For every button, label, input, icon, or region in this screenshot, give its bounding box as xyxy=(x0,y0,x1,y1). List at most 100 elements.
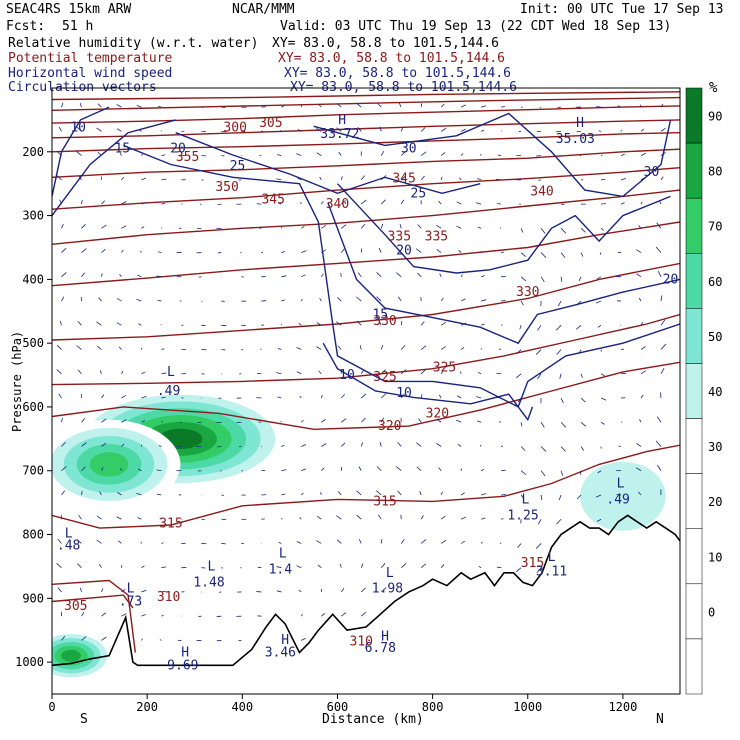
vector-arrow-596 xyxy=(621,154,625,155)
extremum-label-5: .49 xyxy=(157,384,180,399)
vector-arrow-331 xyxy=(341,443,345,447)
vector-arrow-263 xyxy=(278,397,282,398)
vector-arrow-50 xyxy=(101,201,104,204)
vector-arrow-284 xyxy=(300,396,302,398)
vector-arrow-47 xyxy=(96,128,101,131)
vector-arrow-262 xyxy=(276,373,281,374)
theta-label-4: 345 xyxy=(261,193,284,208)
vector-arrow-277 xyxy=(301,226,304,228)
vector-arrow-539 xyxy=(536,543,541,548)
x-tick-label-2: 400 xyxy=(231,700,253,714)
vector-arrow-624 xyxy=(640,419,641,422)
vector-arrow-313 xyxy=(316,541,321,544)
vector-arrow-411 xyxy=(421,321,424,325)
y-tick-label-6: 800 xyxy=(22,528,44,542)
right-end-label: N xyxy=(656,712,664,727)
vector-arrow-460 xyxy=(461,541,465,543)
vector-arrow-392 xyxy=(401,345,405,349)
vector-arrow-267 xyxy=(281,494,285,495)
vector-arrow-407 xyxy=(418,225,422,229)
vector-arrow-458 xyxy=(461,493,465,495)
vector-arrow-27 xyxy=(81,200,82,204)
y-tick-label-2: 400 xyxy=(22,272,44,286)
vector-arrow-276 xyxy=(301,202,302,204)
vector-arrow-334 xyxy=(336,516,341,520)
vector-arrow-536 xyxy=(541,471,545,476)
vector-arrow-476 xyxy=(481,469,484,470)
vector-arrow-507 xyxy=(521,253,526,257)
vector-arrow-259 xyxy=(281,300,284,301)
vector-arrow-613 xyxy=(641,153,646,155)
vector-arrow-299 xyxy=(321,201,323,204)
vector-arrow-6 xyxy=(62,248,67,252)
x-tick-label-1: 200 xyxy=(136,700,158,714)
vector-arrow-379 xyxy=(381,539,382,543)
theta-label-9: 335 xyxy=(425,230,448,245)
vector-arrow-42 xyxy=(77,564,81,568)
vector-arrow-475 xyxy=(480,445,481,446)
wind-label-1: 15 xyxy=(115,142,131,157)
vector-arrow-444 xyxy=(461,153,463,155)
vector-arrow-452 xyxy=(461,347,464,349)
vector-arrow-371 xyxy=(381,345,383,349)
y-tick-label-4: 600 xyxy=(22,400,44,414)
vector-arrow-462 xyxy=(481,130,484,131)
vector-arrow-553 xyxy=(561,398,563,403)
vector-arrow-512 xyxy=(516,374,521,378)
vector-arrow-551 xyxy=(557,350,561,355)
vector-arrow-621 xyxy=(641,346,646,349)
vector-arrow-485 xyxy=(497,204,501,205)
theta-contour-325-4 xyxy=(52,315,680,385)
vector-arrow-506 xyxy=(521,228,523,232)
vector-arrow-264 xyxy=(281,421,282,422)
vector-arrow-69 xyxy=(117,105,122,108)
vector-arrow-10 xyxy=(57,345,61,349)
vector-arrow-282 xyxy=(296,348,301,350)
vector-arrow-515 xyxy=(521,446,525,450)
vector-arrow-380 xyxy=(381,563,385,567)
vector-arrow-454 xyxy=(457,396,461,398)
vector-arrow-316 xyxy=(321,613,325,616)
vector-arrow-527 xyxy=(541,253,546,258)
theta-label-0: 300 xyxy=(223,121,246,136)
colorbar-label-1: 80 xyxy=(708,165,722,179)
rh-region-1-level-70 xyxy=(90,452,129,476)
vector-arrow-365 xyxy=(381,200,385,204)
vector-arrow-330 xyxy=(341,419,346,423)
vector-arrow-320 xyxy=(341,176,342,180)
vector-arrow-302 xyxy=(321,274,323,277)
vector-arrow-401 xyxy=(401,563,406,567)
vector-arrow-40 xyxy=(79,515,82,519)
extremum-label-11: .49 xyxy=(606,492,629,507)
y-tick-label-0: 200 xyxy=(22,145,44,159)
colorbar-label-0: 90 xyxy=(708,110,722,124)
vector-arrow-472 xyxy=(478,372,481,373)
vector-arrow-480 xyxy=(479,566,481,567)
vector-arrow-43 xyxy=(80,588,81,592)
extremum-label-2: H xyxy=(576,116,584,131)
vector-arrow-638 xyxy=(661,344,666,350)
vector-arrow-122 xyxy=(158,300,162,301)
theta-label-20: 305 xyxy=(64,599,87,614)
x-tick-label-5: 1000 xyxy=(513,700,542,714)
vector-arrow-469 xyxy=(481,300,486,301)
vector-arrow-421 xyxy=(421,564,426,568)
extremum-label-16: L xyxy=(386,566,394,581)
vector-arrow-494 xyxy=(499,422,501,423)
theta-label-8: 335 xyxy=(388,230,411,245)
vector-arrow-279 xyxy=(301,275,305,277)
vector-arrow-112 xyxy=(141,614,145,616)
vector-arrow-397 xyxy=(396,466,401,470)
extremum-label-3: 35.03 xyxy=(556,132,595,147)
vector-arrow-351 xyxy=(361,394,366,398)
extremum-label-0: H xyxy=(338,113,346,128)
vector-arrow-285 xyxy=(301,420,303,422)
vector-arrow-108 xyxy=(138,518,142,520)
vector-arrow-479 xyxy=(481,542,482,543)
vector-arrow-333 xyxy=(338,491,341,495)
vector-arrow-468 xyxy=(481,275,485,276)
vector-arrow-636 xyxy=(661,295,662,301)
wind-label-7: 15 xyxy=(372,307,388,322)
cross-section-chart: 300 305355350345345340340335 3353303303253… xyxy=(0,0,740,740)
vector-arrow-118 xyxy=(161,203,165,204)
